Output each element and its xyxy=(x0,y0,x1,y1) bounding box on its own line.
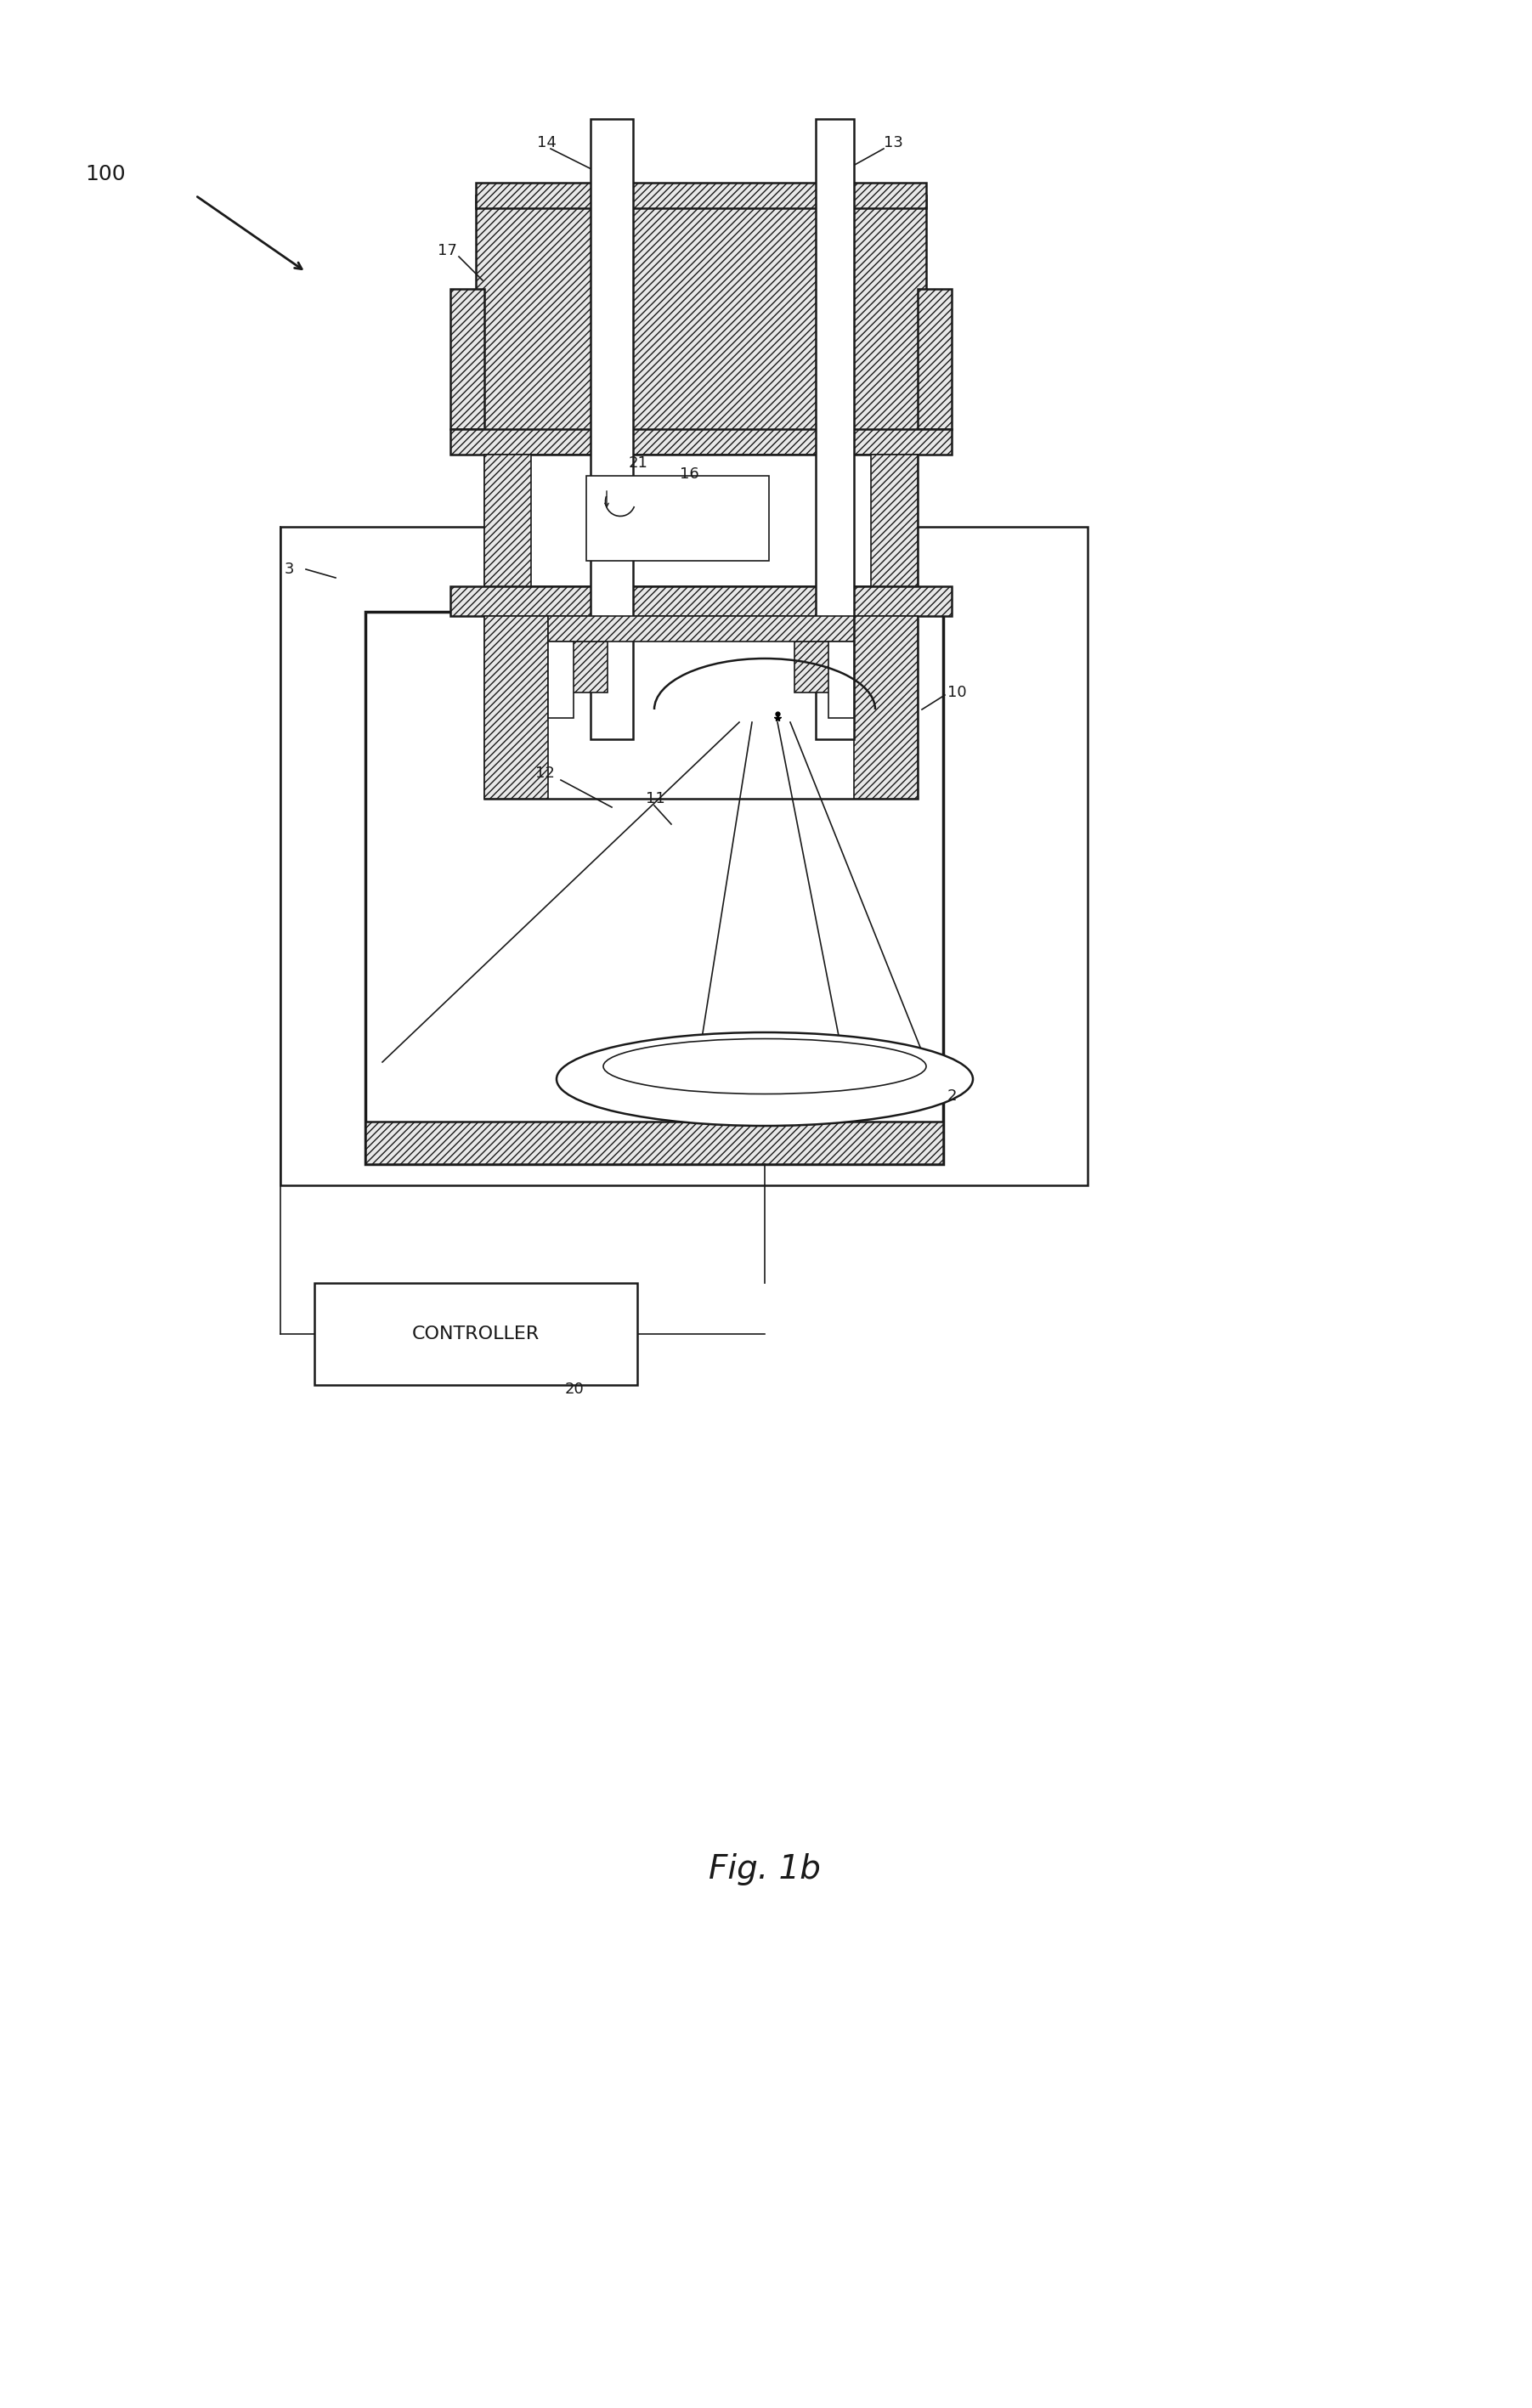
Bar xyxy=(484,616,548,799)
Text: 11: 11 xyxy=(647,792,665,807)
Bar xyxy=(829,641,853,718)
Text: 100: 100 xyxy=(84,164,126,185)
Text: 10: 10 xyxy=(947,684,967,701)
Text: 13: 13 xyxy=(884,135,904,149)
Bar xyxy=(450,585,951,616)
Text: 21: 21 xyxy=(628,455,648,470)
Bar xyxy=(548,616,853,641)
Text: 16: 16 xyxy=(680,467,699,482)
Text: 17: 17 xyxy=(438,243,457,258)
Bar xyxy=(815,118,853,739)
Text: 3: 3 xyxy=(285,561,294,578)
Bar xyxy=(587,477,769,561)
Text: 2: 2 xyxy=(947,1088,958,1103)
Bar xyxy=(853,616,918,799)
Text: CONTROLLER: CONTROLLER xyxy=(412,1324,539,1344)
Bar xyxy=(280,527,1088,1185)
Text: 20: 20 xyxy=(565,1382,584,1397)
Bar xyxy=(870,455,918,585)
Bar xyxy=(365,1122,944,1163)
Bar xyxy=(548,641,573,718)
Text: Fig. 1b: Fig. 1b xyxy=(709,1854,821,1885)
Bar xyxy=(918,289,951,429)
Bar xyxy=(590,118,633,739)
Text: 14: 14 xyxy=(538,135,556,149)
Bar xyxy=(314,1283,637,1385)
Ellipse shape xyxy=(556,1033,973,1127)
Bar xyxy=(484,616,918,799)
Bar xyxy=(561,641,608,694)
Bar xyxy=(365,612,944,1163)
Bar xyxy=(476,183,927,207)
Bar xyxy=(484,455,532,585)
Bar xyxy=(450,289,484,429)
Bar xyxy=(450,429,951,455)
Text: 12: 12 xyxy=(535,766,555,780)
Bar xyxy=(484,455,918,585)
Bar xyxy=(795,641,841,694)
Bar xyxy=(476,195,927,441)
